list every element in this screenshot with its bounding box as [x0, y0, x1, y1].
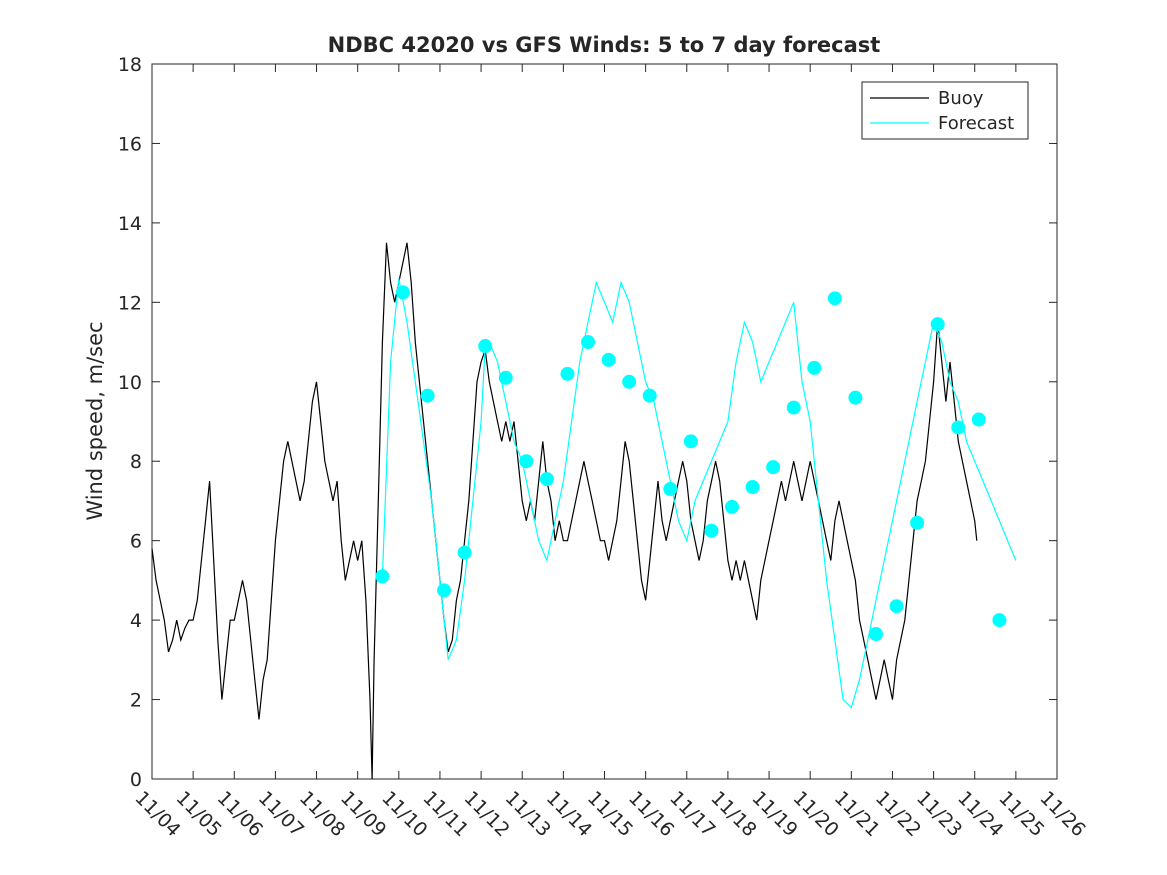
plot-area — [151, 63, 1058, 780]
forecast-marker — [930, 317, 945, 332]
forecast-marker — [848, 390, 863, 405]
forecast-marker — [420, 388, 435, 403]
y-axis: 0 2 4 6 8 10 12 14 16 18 — [118, 54, 1057, 791]
forecast-marker — [642, 388, 657, 403]
forecast-marker — [889, 599, 904, 614]
x-tick-label: 11/08 — [295, 787, 349, 841]
y-tick-label: 10 — [118, 372, 142, 394]
legend: Buoy Forecast — [861, 81, 1029, 140]
forecast-marker — [601, 352, 616, 367]
forecast-marker — [971, 412, 986, 427]
forecast-marker — [704, 523, 719, 538]
forecast-marker — [539, 472, 554, 487]
forecast-marker — [992, 613, 1007, 628]
y-tick-label: 0 — [130, 769, 142, 791]
x-tick-label: 11/05 — [172, 787, 226, 841]
series-forecast-markers — [375, 285, 1007, 642]
x-tick-label: 11/18 — [706, 787, 760, 841]
x-tick-label: 11/16 — [624, 787, 678, 841]
forecast-marker — [807, 360, 822, 375]
x-tick-label: 11/23 — [912, 787, 966, 841]
x-tick-label: 11/20 — [789, 787, 843, 841]
forecast-marker — [395, 285, 410, 300]
forecast-marker — [745, 480, 760, 495]
x-tick-label: 11/24 — [953, 787, 1007, 841]
x-tick-label: 11/13 — [501, 787, 555, 841]
forecast-marker — [581, 335, 596, 350]
y-tick-label: 12 — [118, 292, 142, 314]
x-tick-label: 11/22 — [871, 787, 925, 841]
chart-title: NDBC 42020 vs GFS Winds: 5 to 7 day fore… — [328, 33, 881, 57]
y-tick-label: 16 — [118, 133, 142, 155]
x-tick-label: 11/06 — [213, 787, 267, 841]
x-tick-label: 11/07 — [254, 787, 308, 841]
forecast-marker — [951, 420, 966, 435]
x-tick-label: 11/14 — [542, 787, 596, 841]
forecast-marker — [375, 569, 390, 584]
x-tick-label: 11/25 — [994, 787, 1048, 841]
y-axis-label: Wind speed, m/sec — [83, 321, 107, 520]
plot-frame — [151, 63, 1058, 780]
legend-label-forecast: Forecast — [938, 113, 1014, 134]
x-tick-label: 11/04 — [130, 787, 184, 841]
forecast-marker — [683, 434, 698, 449]
forecast-marker — [437, 583, 452, 598]
forecast-marker — [457, 545, 472, 560]
y-tick-label: 8 — [130, 451, 142, 473]
forecast-marker — [766, 460, 781, 475]
x-tick-label: 11/12 — [460, 787, 514, 841]
forecast-marker — [519, 454, 534, 469]
x-tick-label: 11/17 — [665, 787, 719, 841]
forecast-marker — [725, 499, 740, 514]
x-tick-label: 11/26 — [1035, 787, 1089, 841]
x-tick-label: 11/19 — [748, 787, 802, 841]
legend-box — [861, 81, 1029, 140]
forecast-marker — [478, 339, 493, 354]
y-tick-label: 14 — [118, 213, 142, 235]
forecast-marker — [663, 482, 678, 497]
forecast-marker — [786, 400, 801, 415]
x-tick-label: 11/10 — [377, 787, 431, 841]
forecast-marker — [560, 366, 575, 381]
forecast-marker — [869, 627, 883, 642]
y-tick-label: 4 — [130, 610, 142, 632]
forecast-marker — [910, 515, 925, 530]
forecast-marker — [498, 370, 513, 385]
legend-label-buoy: Buoy — [938, 88, 984, 109]
x-tick-label: 11/09 — [336, 787, 390, 841]
y-tick-label: 18 — [118, 54, 142, 76]
x-tick-label: 11/21 — [830, 787, 884, 841]
forecast-marker — [622, 374, 637, 389]
forecast-marker — [827, 291, 842, 306]
x-tick-label: 11/15 — [583, 787, 637, 841]
y-tick-label: 2 — [130, 690, 142, 712]
x-tick-label: 11/11 — [418, 787, 472, 841]
y-tick-label: 6 — [130, 531, 142, 553]
buoy-line — [151, 242, 978, 780]
series-buoy — [151, 242, 978, 780]
